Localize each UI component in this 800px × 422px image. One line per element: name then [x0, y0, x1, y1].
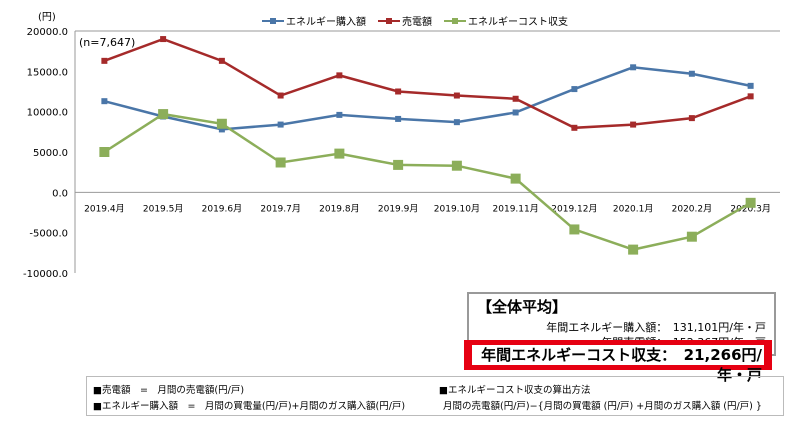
data-point: [218, 126, 225, 133]
data-point: [686, 231, 697, 242]
series-line: [103, 37, 752, 130]
x-tick-label: 2020.2月: [672, 203, 713, 214]
x-tick-label: 2019.10月: [434, 203, 480, 214]
y-tick-label: -10000.0: [23, 269, 68, 280]
x-tick-label: 2019.8月: [319, 203, 360, 214]
data-point: [571, 86, 578, 93]
legend-marker: [270, 18, 276, 24]
note-sales: ■売電額 = 月間の売電額(円/戸): [93, 385, 245, 396]
notes-box: ■売電額 = 月間の売電額(円/戸) ■エネルギー購入額 = 月間の買電量(円/…: [86, 376, 784, 416]
data-point: [101, 57, 108, 64]
annual-balance: 年間エネルギーコスト収支： 21,266円/年・戸: [472, 345, 764, 384]
annual-purchase: 年間エネルギー購入額： 131,101円/年・戸: [546, 321, 766, 334]
data-point: [277, 92, 284, 99]
data-point: [628, 244, 639, 255]
data-point: [510, 173, 521, 184]
x-tick-label: 2019.6月: [202, 203, 243, 214]
x-tick-label: 2020.3月: [730, 203, 771, 214]
legend-label: エネルギー購入額: [286, 15, 366, 28]
legend-label: エネルギーコスト収支: [468, 16, 568, 28]
data-point: [218, 57, 225, 64]
line-chart: (円) (n=7,647) 20000.0 15000.0 10000.0 5000.…: [23, 12, 780, 280]
data-point: [158, 109, 169, 120]
y-tick-label: 0.0: [52, 188, 68, 199]
data-point: [747, 93, 754, 100]
x-tick-label: 2019.7月: [260, 203, 301, 214]
data-point: [630, 64, 637, 71]
data-point: [569, 224, 580, 235]
data-point: [160, 36, 167, 43]
data-point: [747, 82, 754, 89]
data-point: [453, 92, 460, 99]
data-point: [453, 119, 460, 126]
x-tick-label: 2019.4月: [84, 203, 125, 214]
data-point: [101, 98, 108, 105]
x-tick-label: 2019.5月: [143, 203, 184, 214]
data-point: [336, 72, 343, 79]
summary-title: 【全体平均】: [477, 298, 568, 316]
data-point: [277, 121, 284, 128]
data-point: [334, 148, 345, 159]
y-tick-label: 10000.0: [27, 108, 68, 119]
data-point: [688, 115, 695, 122]
data-point: [512, 95, 519, 102]
data-point: [395, 88, 402, 95]
note-method-formula: 月間の売電額(円/戸)−{月間の買電額 (円/戸) +月間のガス購入額 (円/戸…: [443, 401, 762, 412]
data-point: [630, 121, 637, 128]
x-tick-label: 2019.9月: [378, 203, 419, 214]
note-method-title: ■エネルギーコスト収支の算出方法: [439, 385, 591, 396]
y-tick-label: 5000.0: [33, 148, 68, 159]
data-point: [571, 124, 578, 131]
data-point: [395, 115, 402, 122]
y-tick-label: -5000.0: [29, 229, 68, 240]
data-point: [688, 70, 695, 77]
note-purchase: ■エネルギー購入額 = 月間の買電量(円/戸)+月間のガス購入額(円/戸): [93, 401, 406, 412]
data-point: [275, 157, 286, 168]
y-unit-label: (円): [38, 12, 56, 23]
data-point: [216, 118, 227, 129]
y-tick-label: 20000.0: [27, 27, 68, 38]
series-line: [104, 66, 751, 131]
annual-balance-highlight: 年間エネルギーコスト収支： 21,266円/年・戸: [464, 340, 772, 384]
data-point: [512, 109, 519, 116]
data-point: [393, 159, 404, 170]
x-tick-label: 2020.1月: [613, 203, 654, 214]
data-point: [99, 147, 110, 157]
legend-label: 売電額: [402, 15, 432, 28]
sample-size-annotation: (n=7,647): [79, 36, 135, 49]
legend-marker: [452, 18, 458, 24]
data-point: [336, 111, 343, 118]
data-point: [745, 197, 756, 208]
legend-marker: [386, 18, 392, 24]
y-tick-label: 15000.0: [27, 67, 68, 78]
x-tick-label: 2019.12月: [551, 203, 597, 214]
data-point: [451, 160, 462, 171]
x-tick-label: 2019.11月: [493, 203, 539, 214]
series-line: [103, 112, 752, 251]
